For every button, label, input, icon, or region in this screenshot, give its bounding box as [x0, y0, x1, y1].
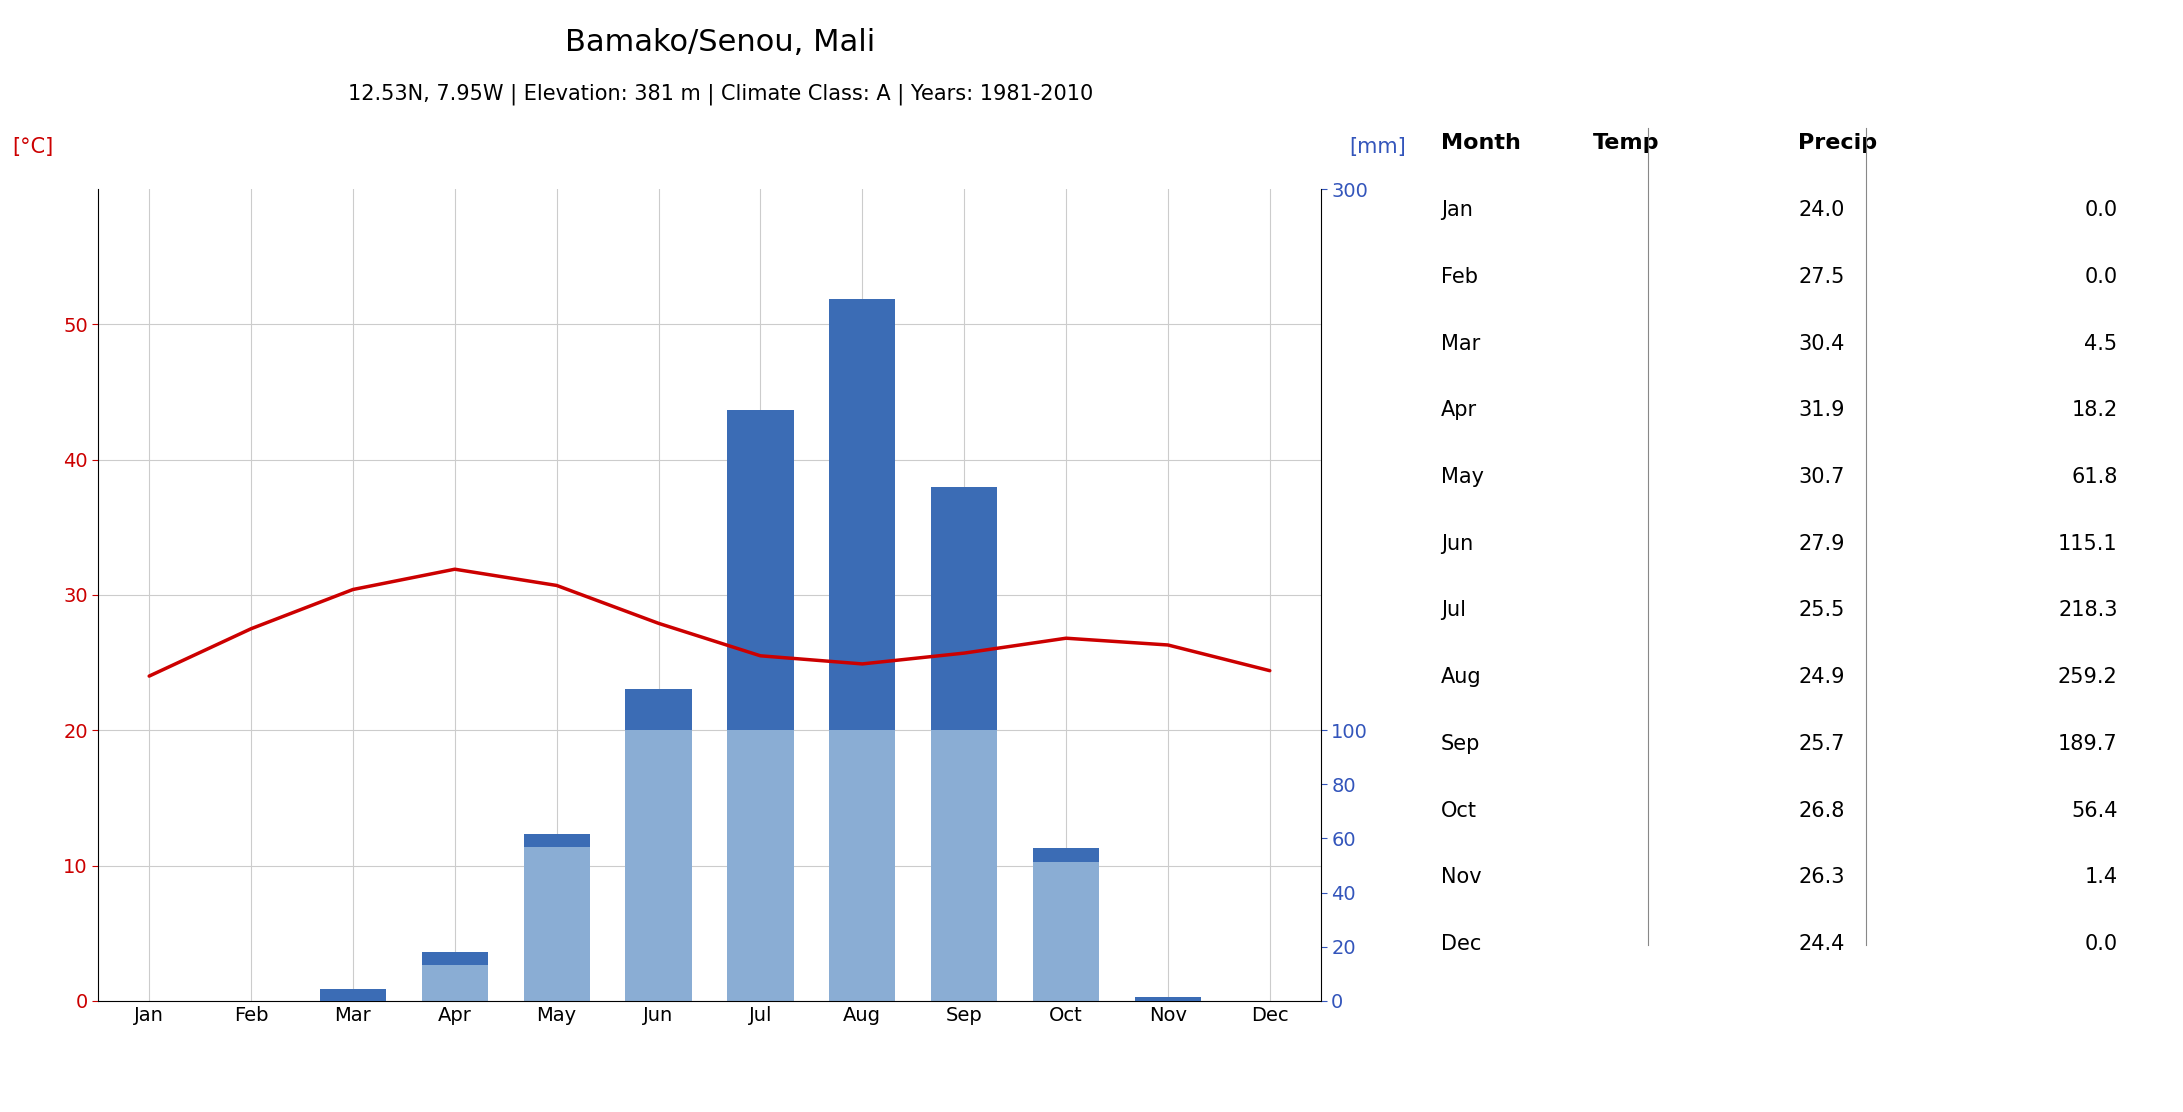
Text: Sep: Sep — [1441, 734, 1480, 754]
Text: 0.0: 0.0 — [2085, 934, 2118, 954]
Text: Aug: Aug — [1441, 667, 1482, 687]
Text: 259.2: 259.2 — [2059, 667, 2118, 687]
Text: Mar: Mar — [1441, 334, 1480, 354]
Bar — [932, 487, 998, 731]
Bar — [421, 952, 489, 1001]
Text: 1.4: 1.4 — [2085, 867, 2118, 887]
Text: 218.3: 218.3 — [2059, 600, 2118, 620]
Bar — [421, 952, 489, 965]
Text: 115.1: 115.1 — [2059, 534, 2118, 554]
Text: Month: Month — [1441, 133, 1522, 153]
Text: Precip: Precip — [1799, 133, 1877, 153]
Text: [°C]: [°C] — [13, 137, 55, 157]
Text: May: May — [1441, 467, 1484, 487]
Text: Jan: Jan — [1441, 200, 1474, 220]
Text: 26.3: 26.3 — [1799, 867, 1845, 887]
Text: 25.5: 25.5 — [1799, 600, 1845, 620]
Text: 0.0: 0.0 — [2085, 200, 2118, 220]
Text: Bamako/Senou, Mali: Bamako/Senou, Mali — [565, 28, 875, 57]
Text: 31.9: 31.9 — [1799, 400, 1845, 420]
Text: 30.4: 30.4 — [1799, 334, 1845, 354]
Text: 24.0: 24.0 — [1799, 200, 1845, 220]
Text: 18.2: 18.2 — [2072, 400, 2118, 420]
Bar — [727, 410, 795, 1001]
Bar — [830, 299, 895, 1001]
Bar — [321, 989, 386, 1001]
Bar — [627, 689, 692, 1001]
Bar — [524, 834, 589, 847]
Bar — [1135, 997, 1201, 1001]
Text: Apr: Apr — [1441, 400, 1478, 420]
Text: Nov: Nov — [1441, 867, 1482, 887]
Text: Jun: Jun — [1441, 534, 1474, 554]
Bar — [321, 989, 386, 1001]
Text: 25.7: 25.7 — [1799, 734, 1845, 754]
Text: 12.53N, 7.95W | Elevation: 381 m | Climate Class: A | Years: 1981-2010: 12.53N, 7.95W | Elevation: 381 m | Clima… — [347, 83, 1094, 105]
Text: Feb: Feb — [1441, 267, 1478, 287]
Text: 24.4: 24.4 — [1799, 934, 1845, 954]
Text: Dec: Dec — [1441, 934, 1480, 954]
Bar — [524, 834, 589, 1001]
Text: 30.7: 30.7 — [1799, 467, 1845, 487]
Text: 27.5: 27.5 — [1799, 267, 1845, 287]
Text: 24.9: 24.9 — [1799, 667, 1845, 687]
Text: 189.7: 189.7 — [2059, 734, 2118, 754]
Bar — [932, 487, 998, 1001]
Bar — [727, 410, 795, 731]
Bar — [1033, 848, 1100, 1001]
Text: Jul: Jul — [1441, 600, 1465, 620]
Text: Oct: Oct — [1441, 801, 1476, 821]
Bar — [830, 299, 895, 731]
Text: 61.8: 61.8 — [2072, 467, 2118, 487]
Text: [mm]: [mm] — [1349, 137, 1406, 157]
Bar — [627, 689, 692, 731]
Bar — [1135, 997, 1201, 1001]
Text: 0.0: 0.0 — [2085, 267, 2118, 287]
Text: 26.8: 26.8 — [1799, 801, 1845, 821]
Text: 27.9: 27.9 — [1799, 534, 1845, 554]
Bar — [1033, 848, 1100, 862]
Text: Temp: Temp — [1594, 133, 1659, 153]
Text: 4.5: 4.5 — [2085, 334, 2118, 354]
Text: 56.4: 56.4 — [2072, 801, 2118, 821]
